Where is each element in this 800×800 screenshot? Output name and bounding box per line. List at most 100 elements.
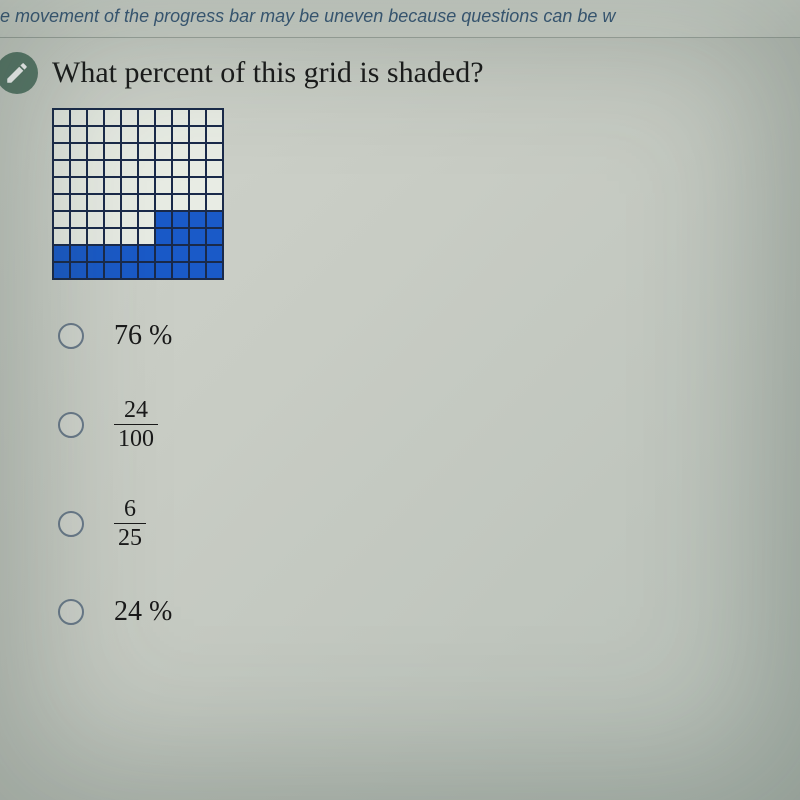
grid-cell <box>155 160 172 177</box>
grid-cell <box>53 126 70 143</box>
grid-cell <box>206 194 223 211</box>
answer-option-0[interactable]: 76 % <box>58 320 800 352</box>
grid-cell <box>138 143 155 160</box>
grid-cell <box>53 211 70 228</box>
option-label: 76 % <box>114 320 172 352</box>
grid-cell <box>155 228 172 245</box>
grid-cell <box>138 126 155 143</box>
shaded-grid <box>52 108 224 280</box>
grid-cell <box>53 143 70 160</box>
option-label: 24 % <box>114 596 172 628</box>
pencil-icon <box>0 52 38 94</box>
grid-cell <box>172 177 189 194</box>
grid-cell <box>155 245 172 262</box>
grid-cell <box>206 262 223 279</box>
grid-cell <box>172 194 189 211</box>
grid-cell <box>53 109 70 126</box>
grid-cell <box>104 160 121 177</box>
grid-cell <box>104 228 121 245</box>
grid-cell <box>121 160 138 177</box>
grid-cell <box>104 126 121 143</box>
grid-cell <box>172 143 189 160</box>
grid-cell <box>70 228 87 245</box>
option-label: 24100 <box>114 398 158 451</box>
grid-cell <box>138 160 155 177</box>
radio-button[interactable] <box>58 323 84 349</box>
grid-cell <box>155 211 172 228</box>
grid-cell <box>53 194 70 211</box>
radio-button[interactable] <box>58 599 84 625</box>
question-content: What percent of this grid is shaded? 76 … <box>0 38 800 674</box>
radio-button[interactable] <box>58 511 84 537</box>
grid-cell <box>172 245 189 262</box>
grid-cell <box>70 211 87 228</box>
grid-cell <box>206 177 223 194</box>
grid-cell <box>121 177 138 194</box>
grid-cell <box>172 228 189 245</box>
grid-cell <box>189 177 206 194</box>
grid-cell <box>155 126 172 143</box>
grid-cell <box>87 109 104 126</box>
grid-cell <box>155 177 172 194</box>
grid-cell <box>189 228 206 245</box>
grid-cell <box>104 177 121 194</box>
grid-cell <box>121 126 138 143</box>
grid-cell <box>87 194 104 211</box>
fraction-numerator: 6 <box>120 497 140 523</box>
grid-cell <box>189 245 206 262</box>
answer-option-1[interactable]: 24100 <box>58 398 800 451</box>
grid-cell <box>138 109 155 126</box>
grid-cell <box>70 109 87 126</box>
grid-cell <box>189 160 206 177</box>
grid-cell <box>172 126 189 143</box>
grid-cell <box>189 126 206 143</box>
grid-cell <box>104 109 121 126</box>
grid-cell <box>189 143 206 160</box>
grid-cell <box>53 177 70 194</box>
fraction: 24100 <box>114 398 158 451</box>
fraction: 625 <box>114 497 146 550</box>
grid-cell <box>138 228 155 245</box>
grid-cell <box>70 177 87 194</box>
radio-button[interactable] <box>58 412 84 438</box>
grid-cell <box>138 262 155 279</box>
grid-cell <box>189 109 206 126</box>
grid-cell <box>121 245 138 262</box>
fraction-denominator: 25 <box>114 523 146 550</box>
grid-cell <box>138 245 155 262</box>
grid-cell <box>121 262 138 279</box>
grid-cell <box>53 228 70 245</box>
grid-cell <box>104 211 121 228</box>
answer-option-3[interactable]: 24 % <box>58 596 800 628</box>
answer-option-2[interactable]: 625 <box>58 497 800 550</box>
grid-cell <box>172 109 189 126</box>
grid-cell <box>53 245 70 262</box>
grid-cell <box>189 211 206 228</box>
grid-cell <box>206 245 223 262</box>
grid-cell <box>138 177 155 194</box>
grid-cell <box>138 194 155 211</box>
grid-cell <box>121 143 138 160</box>
grid-cell <box>172 160 189 177</box>
grid-cell <box>206 228 223 245</box>
grid-cell <box>206 160 223 177</box>
grid-cell <box>87 177 104 194</box>
grid-cell <box>70 160 87 177</box>
grid-cell <box>70 194 87 211</box>
grid-cell <box>87 143 104 160</box>
grid-cell <box>206 211 223 228</box>
grid-cell <box>70 143 87 160</box>
grid-cell <box>70 262 87 279</box>
grid-cell <box>121 228 138 245</box>
grid-cell <box>87 160 104 177</box>
grid-cell <box>206 126 223 143</box>
grid-cell <box>138 211 155 228</box>
grid-cell <box>87 126 104 143</box>
question-text: What percent of this grid is shaded? <box>52 56 800 90</box>
grid-cell <box>70 126 87 143</box>
grid-cell <box>206 109 223 126</box>
grid-cell <box>87 262 104 279</box>
progress-note: e movement of the progress bar may be un… <box>0 0 800 38</box>
grid-cell <box>104 245 121 262</box>
grid-cell <box>189 194 206 211</box>
